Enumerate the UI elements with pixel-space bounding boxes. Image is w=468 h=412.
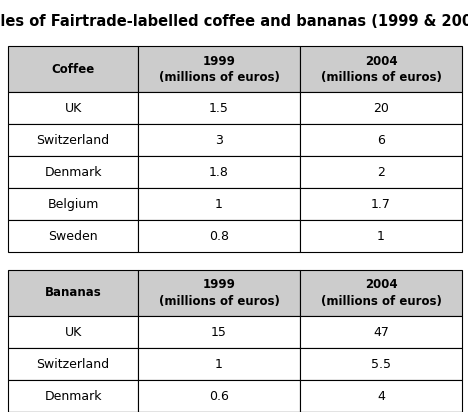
Bar bbox=[300, 380, 462, 412]
Bar bbox=[138, 270, 300, 316]
Bar bbox=[300, 220, 462, 252]
Text: 2004
(millions of euros): 2004 (millions of euros) bbox=[321, 54, 441, 84]
Text: 1.5: 1.5 bbox=[209, 101, 229, 115]
Bar bbox=[138, 220, 300, 252]
Bar bbox=[8, 188, 138, 220]
Bar bbox=[300, 348, 462, 380]
Text: Denmark: Denmark bbox=[44, 389, 102, 403]
Text: 0.6: 0.6 bbox=[209, 389, 229, 403]
Text: Coffee: Coffee bbox=[51, 63, 95, 75]
Bar bbox=[8, 220, 138, 252]
Bar bbox=[8, 46, 138, 92]
Bar bbox=[138, 316, 300, 348]
Bar bbox=[8, 124, 138, 156]
Text: 1: 1 bbox=[377, 229, 385, 243]
Bar bbox=[300, 124, 462, 156]
Bar bbox=[138, 156, 300, 188]
Text: 1999
(millions of euros): 1999 (millions of euros) bbox=[159, 279, 279, 307]
Text: 1.7: 1.7 bbox=[371, 197, 391, 211]
Text: Sales of Fairtrade-labelled coffee and bananas (1999 & 2004): Sales of Fairtrade-labelled coffee and b… bbox=[0, 14, 468, 29]
Text: 3: 3 bbox=[215, 133, 223, 147]
Bar bbox=[138, 380, 300, 412]
Bar bbox=[138, 46, 300, 92]
Text: 0.8: 0.8 bbox=[209, 229, 229, 243]
Bar bbox=[300, 92, 462, 124]
Text: Switzerland: Switzerland bbox=[37, 358, 110, 370]
Text: 2: 2 bbox=[377, 166, 385, 178]
Text: 5.5: 5.5 bbox=[371, 358, 391, 370]
Bar bbox=[8, 270, 138, 316]
Bar bbox=[8, 380, 138, 412]
Bar bbox=[300, 270, 462, 316]
Bar bbox=[300, 46, 462, 92]
Text: 1: 1 bbox=[215, 358, 223, 370]
Bar bbox=[8, 316, 138, 348]
Text: 1999
(millions of euros): 1999 (millions of euros) bbox=[159, 54, 279, 84]
Bar bbox=[300, 156, 462, 188]
Bar bbox=[138, 92, 300, 124]
Text: 4: 4 bbox=[377, 389, 385, 403]
Bar bbox=[138, 348, 300, 380]
Bar bbox=[300, 188, 462, 220]
Bar bbox=[8, 92, 138, 124]
Text: 47: 47 bbox=[373, 325, 389, 339]
Bar bbox=[8, 348, 138, 380]
Text: 6: 6 bbox=[377, 133, 385, 147]
Text: 20: 20 bbox=[373, 101, 389, 115]
Text: Bananas: Bananas bbox=[44, 286, 102, 300]
Text: Belgium: Belgium bbox=[47, 197, 99, 211]
Text: Denmark: Denmark bbox=[44, 166, 102, 178]
Text: UK: UK bbox=[65, 325, 81, 339]
Text: Sweden: Sweden bbox=[48, 229, 98, 243]
Bar bbox=[8, 156, 138, 188]
Bar bbox=[300, 316, 462, 348]
Bar bbox=[138, 188, 300, 220]
Text: 2004
(millions of euros): 2004 (millions of euros) bbox=[321, 279, 441, 307]
Text: 1.8: 1.8 bbox=[209, 166, 229, 178]
Text: 1: 1 bbox=[215, 197, 223, 211]
Text: UK: UK bbox=[65, 101, 81, 115]
Bar bbox=[138, 124, 300, 156]
Text: Switzerland: Switzerland bbox=[37, 133, 110, 147]
Text: 15: 15 bbox=[211, 325, 227, 339]
